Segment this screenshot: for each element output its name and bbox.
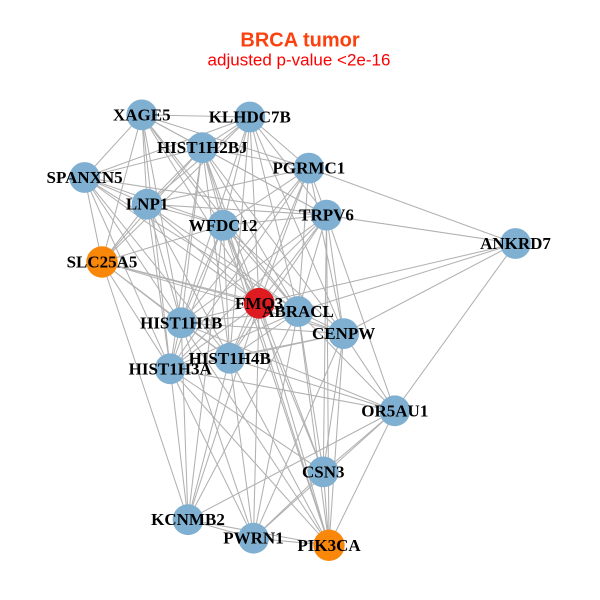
- svg-text:KLHDC7B: KLHDC7B: [209, 108, 291, 127]
- svg-text:HIST1H4B: HIST1H4B: [189, 349, 271, 368]
- svg-text:WFDC12: WFDC12: [189, 216, 258, 235]
- svg-text:ABRACL: ABRACL: [262, 302, 334, 321]
- svg-text:FMO3: FMO3: [235, 294, 283, 313]
- svg-text:HIST1H1B: HIST1H1B: [140, 313, 222, 332]
- svg-text:XAGE5: XAGE5: [113, 105, 171, 124]
- svg-text:PGRMC1: PGRMC1: [273, 159, 346, 178]
- svg-text:TRPV6: TRPV6: [299, 206, 354, 225]
- svg-text:HIST1H2BJ: HIST1H2BJ: [157, 138, 248, 157]
- svg-text:CENPW: CENPW: [312, 324, 375, 343]
- svg-text:KCNMB2: KCNMB2: [151, 510, 225, 529]
- svg-text:BRCA tumor: BRCA tumor: [240, 30, 359, 52]
- svg-text:SLC25A5: SLC25A5: [67, 253, 138, 272]
- svg-text:OR5AU1: OR5AU1: [361, 401, 428, 420]
- svg-text:LNP1: LNP1: [126, 195, 169, 214]
- svg-text:CSN3: CSN3: [302, 462, 345, 481]
- svg-text:HIST1H3A: HIST1H3A: [129, 359, 213, 378]
- svg-text:ANKRD7: ANKRD7: [480, 234, 551, 253]
- svg-text:adjusted p-value <2e-16: adjusted p-value <2e-16: [208, 51, 391, 70]
- svg-text:PIK3CA: PIK3CA: [297, 536, 361, 555]
- svg-text:SPANXN5: SPANXN5: [47, 168, 123, 187]
- svg-text:PWRN1: PWRN1: [223, 529, 283, 548]
